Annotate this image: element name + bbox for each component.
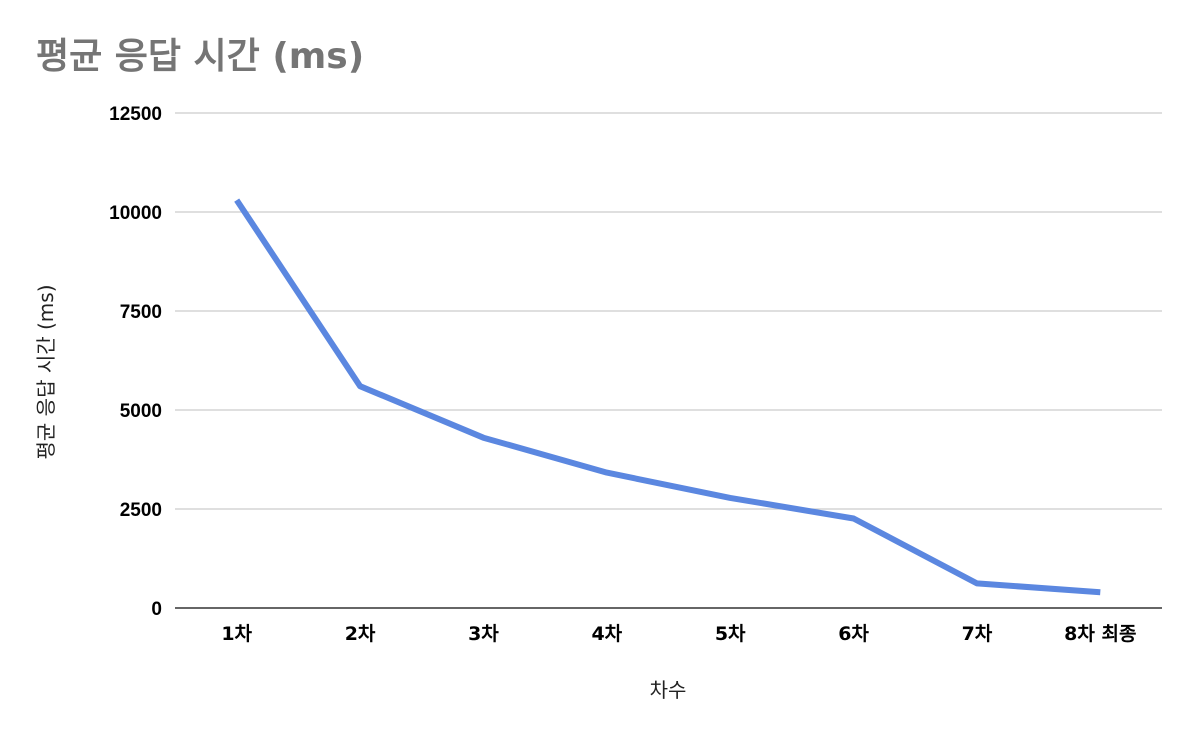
y-tick-label: 10000 [109,203,162,224]
y-tick-label: 5000 [120,401,162,422]
grid-lines [175,112,1162,609]
y-tick-label: 12500 [109,104,162,125]
y-tick-label: 7500 [120,302,162,323]
x-tick-label: 1차 [221,623,252,645]
y-tick-label: 2500 [120,500,162,521]
x-tick-label: 4차 [591,623,622,645]
series-layer [234,198,1101,596]
x-tick-label: 8차 최종 [1064,623,1136,645]
series-line [234,198,1101,596]
x-tick-label: 7차 [962,623,993,645]
y-axis-ticks: 0 2500 5000 7500 10000 12500 [109,104,162,620]
x-axis-label: 차수 [650,678,687,702]
x-tick-label: 2차 [345,623,376,645]
x-tick-label: 3차 [468,623,499,645]
x-tick-label: 5차 [715,623,746,645]
chart-title: 평균 응답 시간 (ms) [36,36,364,77]
y-tick-label: 0 [151,599,162,620]
x-axis-ticks: 1차 2차 3차 4차 5차 6차 7차 8차 최종 [221,623,1136,645]
x-tick-label: 6차 [838,623,869,645]
y-axis-label: 평균 응답 시간 (ms) [34,285,58,460]
